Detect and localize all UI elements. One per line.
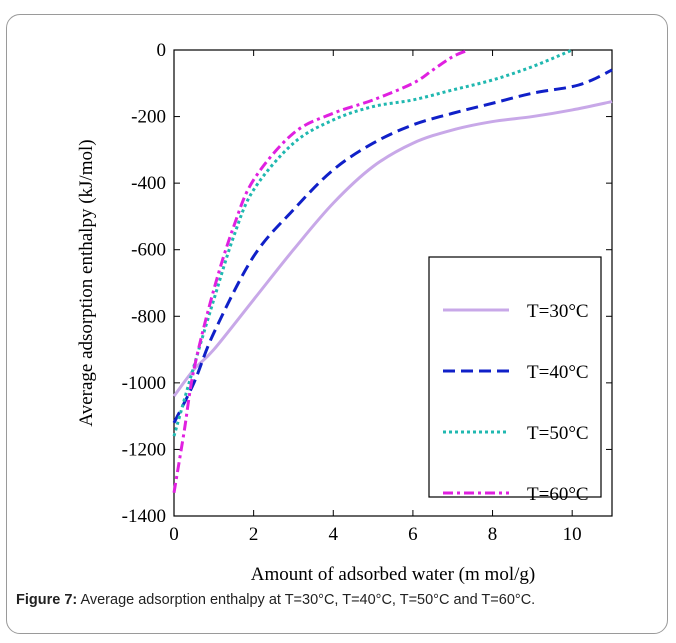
caption-label: Figure 7: xyxy=(16,592,78,608)
legend-label-4: T=60°C xyxy=(527,484,589,505)
series-line-4 xyxy=(172,48,470,493)
y-tick-label: -1200 xyxy=(122,439,166,460)
series-line-2 xyxy=(172,68,613,424)
y-tick-label: 0 xyxy=(157,40,167,61)
legend: T=30°C T=40°C T=50°C T=60°C xyxy=(428,256,602,505)
x-tick-label: 6 xyxy=(408,524,418,545)
y-tick-label: -1000 xyxy=(122,373,166,394)
legend-label-2: T=40°C xyxy=(527,362,589,383)
legend-label-1: T=30°C xyxy=(527,301,589,322)
figure-caption: Figure 7: Average adsorption enthalpy at… xyxy=(16,590,664,610)
x-tick-label: 0 xyxy=(169,524,179,545)
series-line-3 xyxy=(172,48,573,437)
series-line-1 xyxy=(172,100,613,398)
y-tick-label: -200 xyxy=(131,107,166,128)
plot-frame xyxy=(173,49,613,517)
caption-text: Average adsorption enthalpy at T=30°C, T… xyxy=(77,592,536,608)
x-tick-label: 4 xyxy=(329,524,339,545)
y-tick-label: -600 xyxy=(131,240,166,261)
y-tick-label: -1400 xyxy=(122,506,166,527)
x-tick-label: 8 xyxy=(488,524,498,545)
x-tick-label: 10 xyxy=(563,524,582,545)
series-lines xyxy=(172,48,613,493)
y-axis-label: Average adsorption enthalpy (kJ/mol) xyxy=(76,139,97,426)
axes: 0 2 4 6 8 10 0 -200 -400 -600 -800 -1000 -1200 -1400 xyxy=(122,40,613,545)
x-axis-label: Amount of adsorbed water (m mol/g) xyxy=(251,564,535,585)
legend-label-3: T=50°C xyxy=(527,423,589,444)
x-tick-label: 2 xyxy=(249,524,259,545)
adsorption-enthalpy-chart: 0 2 4 6 8 100-200-400-600-800-1000-1200-1400 … xyxy=(76,40,613,585)
y-tick-label: -800 xyxy=(131,306,166,327)
y-tick-label: -400 xyxy=(131,173,166,194)
legend-box xyxy=(428,256,602,498)
